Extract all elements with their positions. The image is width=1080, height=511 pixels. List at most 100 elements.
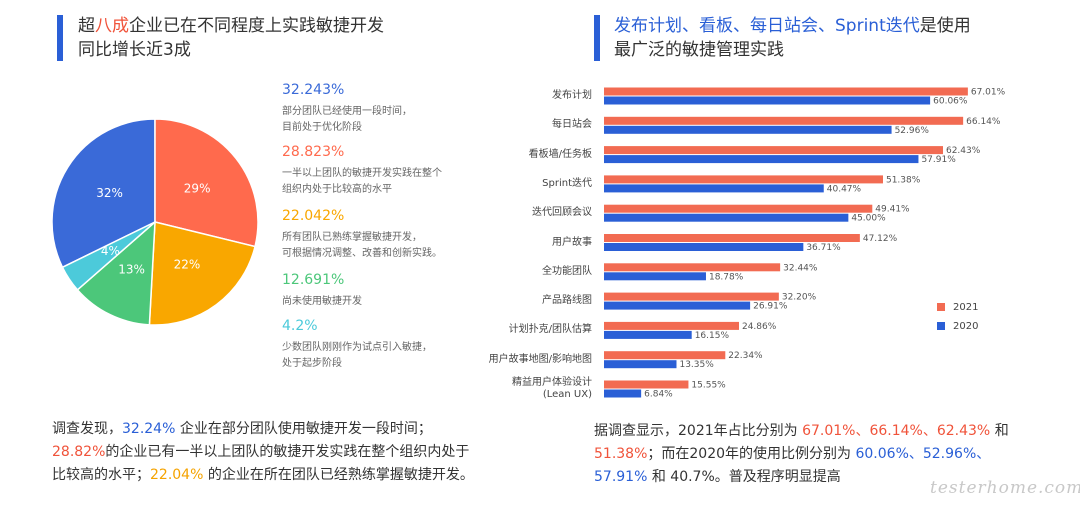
bar-value-label: 24.86%: [742, 322, 777, 332]
pie-slice: [61, 221, 156, 291]
bar-value-label: 36.71%: [806, 243, 841, 253]
paragraph-segment: 22.04%: [150, 467, 204, 483]
paragraph-segment: 51.38%: [594, 446, 648, 462]
bar-value-label: 6.84%: [644, 390, 673, 400]
bar: [604, 292, 779, 301]
bar: [604, 146, 943, 155]
title-segment: 最广泛的敏捷管理实践: [614, 40, 784, 60]
category-label: 每日站会: [552, 119, 592, 131]
category-label: 用户故事: [552, 236, 592, 248]
bar: [604, 213, 849, 222]
pie-slice: [154, 118, 259, 248]
paragraph-segment: ；而在2020年的使用比例分别为: [647, 446, 856, 462]
paragraph-segment: 调查发现，: [52, 421, 122, 437]
bar-value-label: 66.14%: [966, 117, 1001, 127]
category-label: 迭代回顾会议: [532, 207, 592, 219]
bar: [604, 184, 824, 193]
legend-description: 尚未使用敏捷开发: [282, 296, 362, 307]
bar-value-label: 60.06%: [933, 97, 968, 107]
bar-value-label: 62.43%: [946, 146, 981, 156]
paragraph-segment: 的企业已有一半以上团队的敏捷开发实践在整个组织内处于比较高的水平；: [52, 444, 470, 483]
paragraph-segment: 企业在部分团队使用敏捷开发一段时间；: [175, 421, 432, 437]
bar-value-label: 49.41%: [875, 205, 910, 215]
legend-description: 可根据情况调整、改善和创新实践。: [282, 248, 442, 259]
bar: [604, 380, 689, 389]
legend-swatch: [937, 322, 945, 330]
legend-description: 组织内处于比较高的水平: [282, 184, 392, 195]
category-label: 精益用户体验设计 (Lean UX): [512, 377, 592, 400]
bar-value-label: 52.96%: [895, 126, 930, 136]
bar: [604, 301, 751, 310]
title-accent: [57, 15, 63, 61]
bar-value-label: 15.55%: [691, 381, 726, 391]
pie-slice: [148, 221, 256, 326]
category-label: 全功能团队: [542, 265, 592, 277]
bar-value-label: 57.91%: [921, 155, 956, 165]
slice-label: 32%: [96, 186, 123, 200]
bar: [604, 272, 706, 281]
bar-value-label: 13.35%: [679, 360, 714, 370]
legend-value: 12.691%: [282, 272, 345, 288]
paragraph-segment: 32.24%: [122, 421, 176, 437]
slice-label: 4%: [101, 244, 120, 258]
legend-label: 2020: [953, 321, 978, 332]
legend-label: 2021: [953, 302, 978, 313]
bar: [604, 96, 931, 105]
legend-swatch: [937, 303, 945, 311]
paragraph-segment: 据调查显示，2021年占比分别为: [594, 423, 803, 439]
bar: [604, 125, 892, 134]
bar: [604, 330, 692, 339]
right-title: 发布计划、看板、每日站会、Sprint迭代是使用 最广泛的敏捷管理实践: [614, 14, 971, 62]
bar: [604, 389, 642, 398]
title-line: 同比增长近3成: [78, 38, 384, 62]
paragraph-segment: 和 40.7%。普及程序明显提高: [647, 469, 841, 485]
right-paragraph: 据调查显示，2021年占比分别为 67.01%、66.14%、62.43% 和 …: [594, 420, 1034, 489]
paragraph-segment: 67.01%、66.14%、62.43%: [802, 423, 991, 439]
bar: [604, 263, 781, 272]
legend-value: 22.042%: [282, 208, 345, 224]
bar: [604, 321, 739, 330]
bar-value-label: 22.34%: [728, 351, 763, 361]
legend-description: 少数团队刚刚作为试点引入敏捷，: [282, 342, 432, 353]
legend-description: 部分团队已经使用一段时间，: [282, 106, 412, 117]
watermark: testerhome.com: [930, 478, 1080, 498]
bar-value-label: 47.12%: [863, 234, 898, 244]
bar-value-label: 26.91%: [753, 302, 788, 312]
paragraph-segment: 和: [990, 423, 1009, 439]
category-label: 产品路线图: [542, 295, 592, 307]
bar: [604, 155, 919, 164]
category-label: 发布计划: [552, 90, 592, 101]
bar-value-label: 45.00%: [851, 214, 886, 224]
bar-value-label: 67.01%: [971, 88, 1006, 98]
legend-description: 一半以上团队的敏捷开发实践在整个: [282, 168, 442, 179]
bar: [604, 351, 726, 360]
title-line: 发布计划、看板、每日站会、Sprint迭代是使用: [614, 14, 971, 38]
paragraph-segment: 60.06%、52.96%、57.91%: [594, 446, 991, 485]
bar: [604, 243, 804, 251]
slice-label: 22%: [174, 258, 201, 272]
category-label: 用户故事地图/影响地图: [488, 353, 592, 365]
title-segment: 同比增长近3成: [78, 40, 191, 60]
paragraph-segment: 28.82%: [52, 444, 106, 460]
slice-label: 29%: [184, 181, 211, 195]
pie-slice: [51, 118, 156, 269]
bar-value-label: 18.78%: [709, 272, 744, 282]
category-label: 看板墙/任务板: [528, 148, 592, 160]
pie-slice: [76, 220, 156, 326]
paragraph-segment: 的企业在所在团队已经熟练掌握敏捷开发。: [203, 467, 474, 483]
bar: [604, 204, 873, 213]
title-segment: 八成: [95, 16, 129, 36]
legend-description: 处于起步阶段: [282, 358, 342, 369]
title-line: 最广泛的敏捷管理实践: [614, 38, 971, 62]
title-segment: 是使用: [919, 16, 971, 36]
bar-value-label: 32.44%: [783, 263, 818, 273]
title-line: 超八成企业已在不同程度上实践敏捷开发: [78, 14, 384, 38]
title-accent: [594, 15, 600, 61]
bar-value-label: 51.38%: [886, 175, 921, 185]
bar-value-label: 32.20%: [782, 293, 817, 303]
legend-description: 所有团队已熟练掌握敏捷开发，: [282, 232, 422, 243]
category-label: 计划扑克/团队估算: [508, 324, 592, 336]
bar: [604, 360, 677, 369]
